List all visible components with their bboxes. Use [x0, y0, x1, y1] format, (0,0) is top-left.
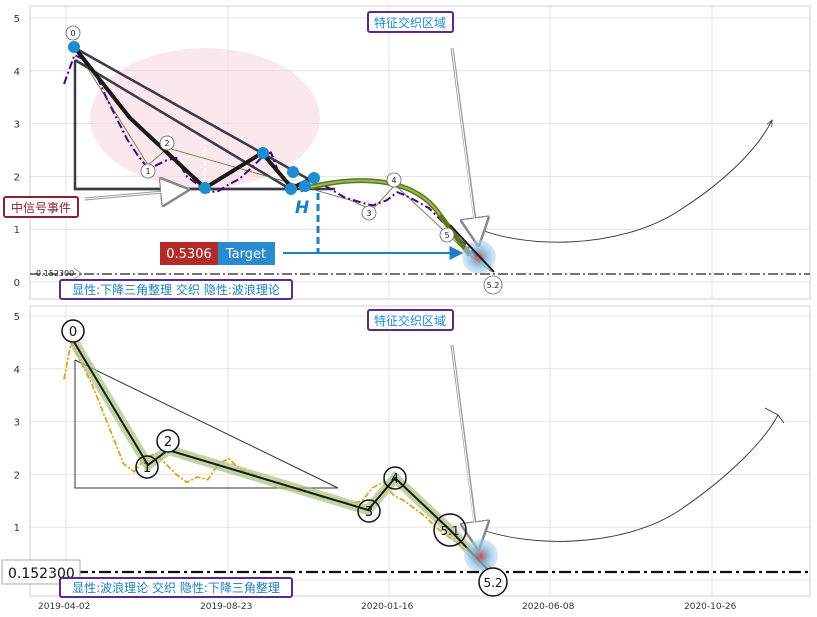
y-tick-label: 3 — [14, 120, 20, 131]
pivot-node — [299, 180, 311, 192]
wave-label-circle — [357, 499, 381, 523]
wave-label: 1 — [143, 461, 151, 476]
y-tick-label: 5 — [14, 312, 20, 323]
projection-arc-green-highlight — [299, 179, 441, 216]
top-price-line — [63, 53, 479, 259]
wave-label: 4 — [391, 472, 399, 487]
top-footer-box — [59, 279, 293, 300]
y-tick-label: 0 — [14, 278, 20, 289]
wave-label: 5.1 — [440, 524, 459, 538]
wave-path — [73, 341, 494, 576]
x-tick-label: 2019-04-02 — [38, 602, 90, 612]
pivot-nodes — [68, 41, 320, 195]
wave-label-circle — [386, 172, 402, 188]
wave-label-circle — [439, 227, 455, 243]
wave-label-circle — [478, 567, 508, 597]
bottom-plot-frame — [29, 305, 811, 597]
x-tick-label: 2020-06-08 — [522, 602, 575, 612]
signal-event-box — [3, 196, 79, 218]
wave-label-circle — [483, 275, 503, 295]
top-y-tick-labels: 0 1 2 3 4 5 — [14, 14, 20, 289]
zone-pointer-arrow-inner — [451, 344, 477, 537]
wave-label-circle — [383, 466, 407, 490]
wave-label: 3 — [365, 505, 373, 520]
zone-label-box — [367, 309, 454, 331]
pivot-node — [285, 183, 297, 195]
wave-label: 0 — [69, 325, 77, 340]
wave-label: 2 — [164, 435, 172, 450]
wave-label: 4 — [391, 176, 396, 185]
y-tick-label: 1 — [14, 523, 20, 534]
projection-curve — [469, 414, 779, 542]
wave-label-circle — [156, 429, 180, 453]
wave-thin-lines — [74, 47, 493, 273]
pivot-node — [68, 41, 80, 53]
y-tick-label: 1 — [14, 225, 20, 236]
signal-arrow-inner — [84, 190, 181, 200]
wave-label: 0 — [70, 29, 75, 38]
y-tick-label: 4 — [14, 67, 20, 78]
wave-label: 1 — [145, 167, 150, 176]
pivot-node — [199, 182, 211, 194]
baseline-label: 0.152300 — [8, 566, 75, 582]
wave-label: 2 — [164, 139, 169, 148]
zone-label: 特征交织区域 — [374, 313, 446, 328]
top-panel: 0 1 2 3 4 5 H — [3, 5, 811, 300]
wave-label-circle — [140, 163, 156, 179]
wave-label: 5 — [444, 231, 449, 240]
wave-labels-bottom: 0 1 2 3 4 5.1 5.2 — [61, 319, 508, 597]
wave-label-circle — [361, 205, 377, 221]
target-name-box — [218, 242, 275, 265]
pivot-node — [257, 147, 269, 159]
target-value-box — [160, 242, 218, 265]
pivot-node — [287, 166, 299, 178]
y-tick-label: 3 — [14, 418, 20, 429]
wave-label-circle — [159, 135, 175, 151]
y-tick-label: 5 — [14, 14, 20, 25]
zone-label: 特征交织区域 — [374, 15, 446, 30]
wave-label-circle — [433, 513, 467, 547]
x-tick-label: 2020-01-16 — [361, 602, 414, 612]
bottom-footer-box — [59, 577, 293, 598]
projection-hook — [764, 407, 785, 424]
x-tick-label: 2020-10-26 — [684, 602, 737, 612]
target-name: Target — [225, 247, 266, 262]
x-tick-label: 2019-08-23 — [200, 602, 252, 612]
h-marker-label: H — [295, 198, 309, 218]
x-tick-labels: 2019-04-02 2019-08-23 2020-01-16 2020-06-08… — [38, 602, 737, 612]
triangle-outline — [74, 359, 339, 489]
baseline-arrow-tip — [73, 267, 83, 280]
wave-label: 5.2 — [487, 281, 500, 290]
wave-label: 5.2 — [483, 576, 502, 590]
projection-curve — [469, 120, 773, 243]
end-segment — [449, 224, 495, 273]
wave-label-circle — [135, 455, 159, 479]
top-footer-label: 显性:下降三角整理 交织 隐性:波浪理论 — [72, 282, 280, 297]
y-tick-label: 2 — [14, 470, 20, 481]
wave-label-circle — [65, 25, 81, 41]
zone-pointer-arrow-inner — [451, 47, 477, 233]
target-value: 0.5306 — [166, 247, 212, 262]
wave-label-circle — [61, 319, 85, 343]
signal-event-label: 中信号事件 — [11, 200, 71, 215]
y-tick-label: 4 — [14, 365, 20, 376]
baseline-label: 0.152300 — [36, 269, 74, 278]
bottom-footer-label: 显性:波浪理论 交织 隐性:下降三角整理 — [72, 580, 280, 595]
y-tick-label: 2 — [14, 172, 20, 183]
zone-label-box — [367, 11, 454, 33]
wave-labels-top: 0 1 2 3 4 5 5.2 — [65, 25, 503, 295]
pivot-node — [308, 172, 320, 184]
end-point-glow — [464, 539, 498, 573]
triangle-upper-line — [74, 46, 311, 182]
wave-label: 3 — [366, 209, 371, 218]
